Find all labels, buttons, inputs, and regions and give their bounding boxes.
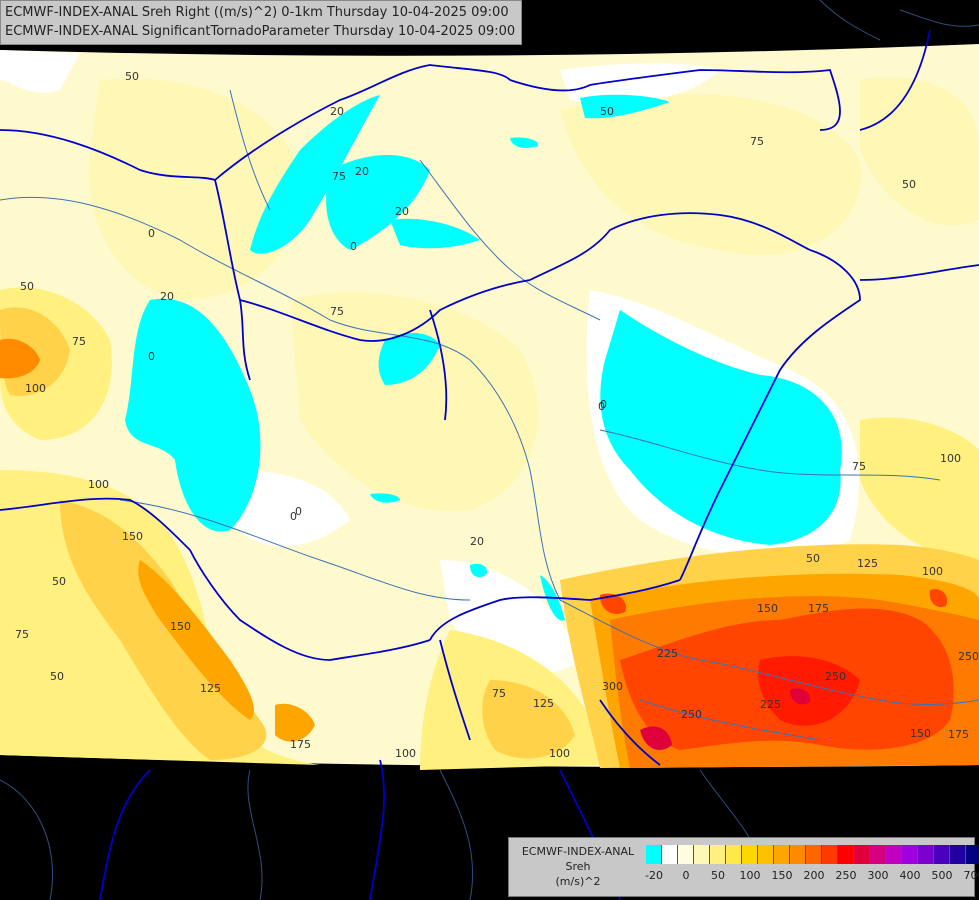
contour-label: 175	[948, 728, 969, 741]
contour-label: 225	[760, 698, 781, 711]
legend-swatch	[886, 845, 902, 864]
color-legend: ECMWF-INDEX-ANAL Sreh (m/s)^2 -20 0 50 100 1…	[508, 837, 979, 897]
contour-label: 150	[170, 620, 191, 633]
contour-label: 50	[50, 670, 64, 683]
contour-label: 0	[600, 398, 607, 411]
rivers	[0, 89, 979, 741]
contour-label: 300	[602, 680, 623, 693]
title-line-2: ECMWF-INDEX-ANAL SignificantTornadoParam…	[5, 24, 516, 39]
contour-label: 75	[72, 335, 86, 348]
legend-swatch	[646, 845, 662, 864]
contour-label: 100	[25, 382, 46, 395]
contour-label: 125	[857, 557, 878, 570]
legend-swatch	[710, 845, 726, 864]
contour-label: 20	[160, 290, 174, 303]
legend-tick-label: 700	[963, 869, 979, 882]
map-title: ECMWF-INDEX-ANAL Sreh Right ((m/s)^2) 0-…	[0, 0, 523, 45]
legend-tick-label: 150	[771, 869, 793, 882]
legend-swatch	[870, 845, 886, 864]
legend-tick-label: -20	[645, 869, 663, 882]
contour-label: 225	[657, 647, 678, 660]
legend-swatch	[774, 845, 790, 864]
contour-label: 125	[200, 682, 221, 695]
contour-label: 150	[122, 530, 143, 543]
legend-swatch	[918, 845, 934, 864]
legend-swatch	[966, 845, 979, 864]
legend-swatch	[790, 845, 806, 864]
contour-label: 50	[600, 105, 614, 118]
contour-label: 75	[330, 305, 344, 318]
legend-swatch	[934, 845, 950, 864]
legend-swatch	[662, 845, 678, 864]
legend-tick-label: 250	[835, 869, 857, 882]
field-moderate	[0, 287, 979, 770]
contour-label: 250	[958, 650, 979, 663]
legend-swatches	[646, 845, 979, 864]
legend-ticks: -20 0 50 100 150 200 250 300 400 500 700	[645, 869, 979, 885]
contour-label: 150	[910, 727, 931, 740]
contour-label: 50	[902, 178, 916, 191]
contour-label: 175	[808, 602, 829, 615]
legend-swatch	[950, 845, 966, 864]
contour-label: 100	[549, 747, 570, 760]
contour-label: 75	[852, 460, 866, 473]
contour-label: 50	[52, 575, 66, 588]
contour-label: 100	[395, 747, 416, 760]
legend-tick-label: 0	[682, 869, 690, 882]
contour-label: 50	[125, 70, 139, 83]
legend-swatch	[838, 845, 854, 864]
contour-label: 150	[757, 602, 778, 615]
contour-label: 75	[15, 628, 29, 641]
contour-label: 50	[20, 280, 34, 293]
legend-unit: (m/s)^2	[555, 875, 601, 888]
contour-label: 0	[148, 350, 155, 363]
contour-label: 20	[355, 165, 369, 178]
legend-model: ECMWF-INDEX-ANAL	[521, 845, 635, 858]
legend-tick-label: 300	[867, 869, 889, 882]
legend-swatch	[726, 845, 742, 864]
legend-tick-label: 100	[739, 869, 761, 882]
contour-label: 175	[290, 738, 311, 751]
contour-label: 100	[940, 452, 961, 465]
contour-label: 100	[88, 478, 109, 491]
legend-swatch	[822, 845, 838, 864]
legend-tick-label: 200	[803, 869, 825, 882]
legend-swatch	[678, 845, 694, 864]
contour-label: 0	[148, 227, 155, 240]
contour-label: 0	[350, 240, 357, 253]
contour-label: 100	[922, 565, 943, 578]
legend-swatch	[902, 845, 918, 864]
contour-label: 250	[825, 670, 846, 683]
contour-label: 0	[598, 400, 605, 413]
legend-tick-label: 500	[931, 869, 953, 882]
legend-swatch	[742, 845, 758, 864]
title-line-1: ECMWF-INDEX-ANAL Sreh Right ((m/s)^2) 0-…	[5, 5, 509, 20]
contour-label: 20	[395, 205, 409, 218]
legend-swatch	[694, 845, 710, 864]
contour-label: 20	[470, 535, 484, 548]
contour-label: 0	[290, 510, 297, 523]
legend-tick-label: 50	[711, 869, 725, 882]
contour-label: 75	[750, 135, 764, 148]
contour-label: 125	[533, 697, 554, 710]
legend-swatch	[758, 845, 774, 864]
legend-variable: Sreh	[565, 860, 591, 873]
legend-swatch	[854, 845, 870, 864]
contour-labels: 50 20 0 75 20 20 0 50 75 0 20 50 75 50 100 75 0 20 0 100 150…	[15, 70, 979, 760]
contour-label: 75	[492, 687, 506, 700]
field-negative	[25, 94, 842, 756]
contour-label: 75	[332, 170, 346, 183]
contour-label: 0	[295, 505, 302, 518]
country-borders	[0, 29, 979, 900]
legend-tick-label: 400	[899, 869, 921, 882]
legend-swatch	[806, 845, 822, 864]
contour-label: 20	[330, 105, 344, 118]
legend-label: ECMWF-INDEX-ANAL Sreh (m/s)^2	[513, 844, 643, 889]
contour-label: 50	[806, 552, 820, 565]
contour-label: 250	[681, 708, 702, 721]
